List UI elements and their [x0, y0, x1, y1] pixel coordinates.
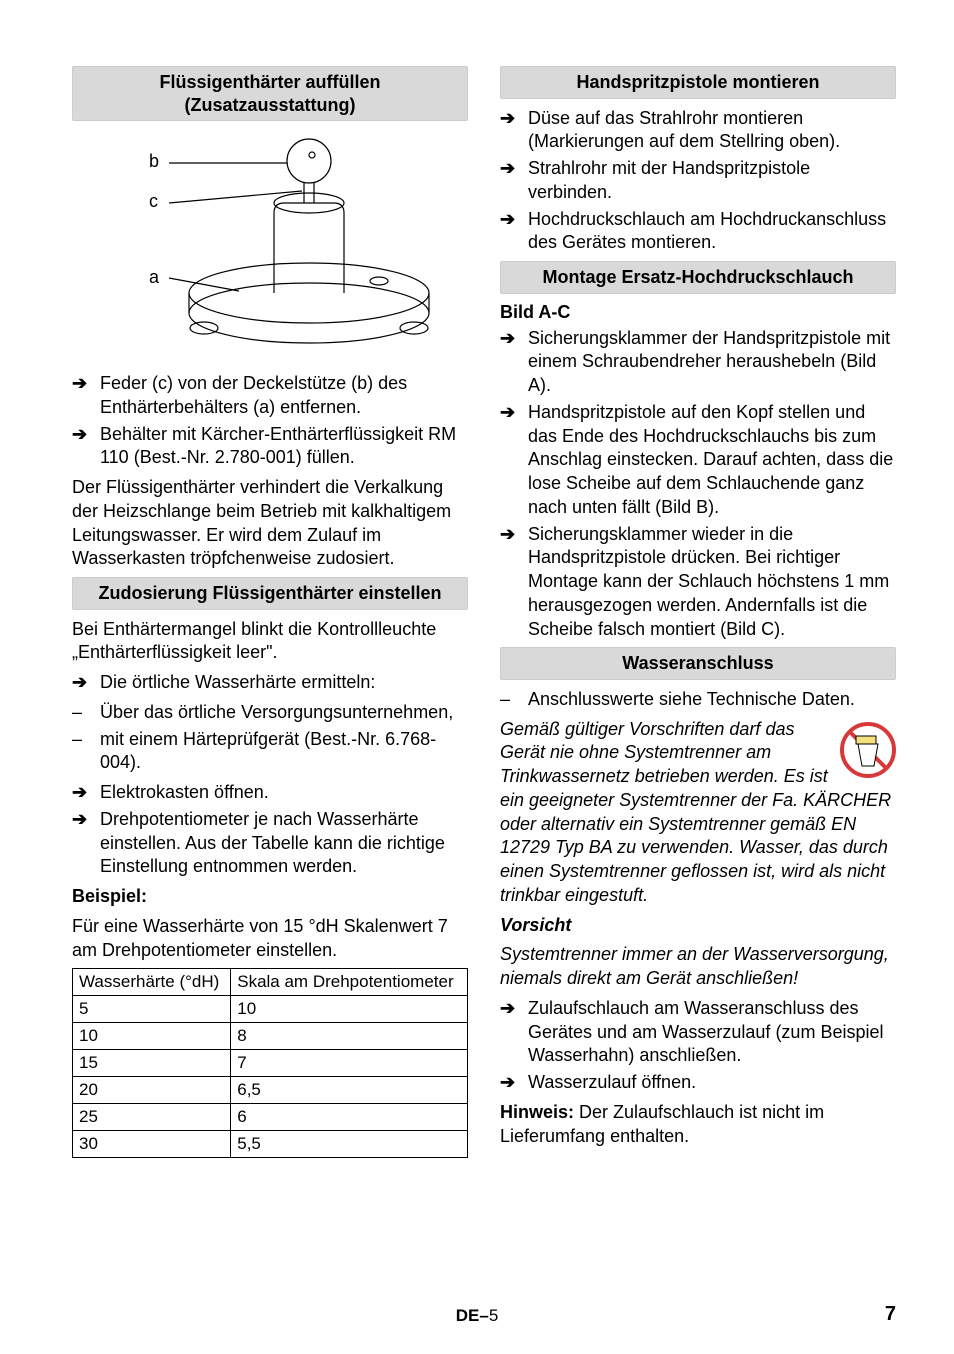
list-item: –Anschlusswerte siehe Technische Daten. — [500, 688, 896, 712]
list-item: ➔Drehpotentiometer je nach Wasserhärte e… — [72, 808, 468, 879]
water-connect-steps: ➔Zulaufschlauch am Wasseranschluss des G… — [500, 997, 896, 1095]
list-item: ➔Sicherungsklammer wieder in die Handspr… — [500, 523, 896, 642]
right-column: Handspritzpistole montieren ➔Düse auf da… — [500, 60, 896, 1158]
page-root: Flüssigenthärter auffüllen (Zusatzaussta… — [0, 0, 954, 1354]
table-row: Wasserhärte (°dH) Skala am Drehpotentiom… — [73, 969, 468, 996]
note-label: Hinweis: — [500, 1102, 579, 1122]
table-row: 305,5 — [73, 1131, 468, 1158]
figure-label: Bild A-C — [500, 302, 896, 323]
section-heading-replacement-hose: Montage Ersatz-Hochdruckschlauch — [500, 261, 896, 294]
list-item: ➔Düse auf das Strahlrohr montieren (Mark… — [500, 107, 896, 155]
dosing-step1: ➔Die örtliche Wasserhärte ermitteln: — [72, 671, 468, 695]
section-heading-water-connection: Wasseranschluss — [500, 647, 896, 680]
pistol-steps-list: ➔Düse auf das Strahlrohr montieren (Mark… — [500, 107, 896, 256]
arrow-right-icon: ➔ — [500, 997, 528, 1021]
list-item: ➔Elektrokasten öffnen. — [72, 781, 468, 805]
list-item: ➔Die örtliche Wasserhärte ermitteln: — [72, 671, 468, 695]
list-item: ➔Sicherungsklammer der Handspritzpistole… — [500, 327, 896, 398]
arrow-right-icon: ➔ — [72, 372, 100, 396]
water-warning-body: Gemäß gültiger Vorschriften darf das Ger… — [500, 719, 891, 905]
hose-steps-list: ➔Sicherungsklammer der Handspritzpistole… — [500, 327, 896, 642]
caution-label: Vorsicht — [500, 914, 896, 938]
section-heading-dosing: Zudosierung Flüssigenthärter einstellen — [72, 577, 468, 610]
table-header-scale: Skala am Drehpotentiometer — [231, 969, 468, 996]
hardness-sources-list: –Über das örtliche Versorgungsunternehme… — [72, 701, 468, 775]
dash-icon: – — [72, 701, 100, 725]
arrow-right-icon: ➔ — [72, 423, 100, 447]
hardness-table: Wasserhärte (°dH) Skala am Drehpotentiom… — [72, 968, 468, 1158]
list-item: ➔Wasserzulauf öffnen. — [500, 1071, 896, 1095]
arrow-right-icon: ➔ — [500, 327, 528, 351]
diagram-label-b: b — [149, 151, 159, 171]
dosing-intro: Bei Enthärtermangel blinkt die Kontrolll… — [72, 618, 468, 666]
table-row: 510 — [73, 996, 468, 1023]
diagram-label-a: a — [149, 267, 160, 287]
arrow-right-icon: ➔ — [500, 523, 528, 547]
section-heading-fill-softener: Flüssigenthärter auffüllen (Zusatzaussta… — [72, 66, 468, 121]
dash-icon: – — [500, 688, 528, 712]
list-item: ➔Feder (c) von der Deckelstütze (b) des … — [72, 372, 468, 420]
footer: DE – 5 — [0, 1306, 954, 1326]
two-column-layout: Flüssigenthärter auffüllen (Zusatzaussta… — [72, 60, 896, 1158]
diagram-svg: b c a — [109, 133, 449, 353]
list-item: ➔Handspritzpistole auf den Kopf stellen … — [500, 401, 896, 520]
left-column: Flüssigenthärter auffüllen (Zusatzaussta… — [72, 60, 468, 1158]
arrow-right-icon: ➔ — [500, 208, 528, 232]
softener-diagram: b c a — [72, 133, 468, 358]
dosing-steps-after: ➔Elektrokasten öffnen. ➔Drehpotentiomete… — [72, 781, 468, 879]
caution-text: Systemtrenner immer an der Wasserversorg… — [500, 943, 896, 991]
section-heading-pistol: Handspritzpistole montieren — [500, 66, 896, 99]
table-header-hardness: Wasserhärte (°dH) — [73, 969, 231, 996]
water-warning-text: Gemäß gültiger Vorschriften darf das Ger… — [500, 718, 896, 908]
water-specs-list: –Anschlusswerte siehe Technische Daten. — [500, 688, 896, 712]
table-row: 256 — [73, 1104, 468, 1131]
table-row: 206,5 — [73, 1077, 468, 1104]
list-item: ➔Behälter mit Kärcher-Enthärterflüssigke… — [72, 423, 468, 471]
list-item: ➔Zulaufschlauch am Wasseranschluss des G… — [500, 997, 896, 1068]
example-label: Beispiel: — [72, 885, 468, 909]
table-row: 108 — [73, 1023, 468, 1050]
list-item: ➔Hochdruckschlauch am Hochdruckanschluss… — [500, 208, 896, 256]
table-row: 157 — [73, 1050, 468, 1077]
arrow-right-icon: ➔ — [72, 781, 100, 805]
softener-description: Der Flüssigenthärter verhindert die Verk… — [72, 476, 468, 571]
dash-icon: – — [72, 728, 100, 752]
list-item: –Über das örtliche Versorgungsunternehme… — [72, 701, 468, 725]
list-item: ➔Strahlrohr mit der Handspritzpistole ve… — [500, 157, 896, 205]
example-text: Für eine Wasserhärte von 15 °dH Skalenwe… — [72, 915, 468, 963]
arrow-right-icon: ➔ — [72, 808, 100, 832]
page-number: 7 — [885, 1303, 896, 1326]
arrow-right-icon: ➔ — [500, 401, 528, 425]
arrow-right-icon: ➔ — [500, 157, 528, 181]
footer-dash: – — [479, 1306, 488, 1326]
footer-section-page: 5 — [489, 1306, 498, 1326]
note-line: Hinweis: Der Zulaufschlauch ist nicht im… — [500, 1101, 896, 1149]
list-item: –mit einem Härteprüfgerät (Best.-Nr. 6.7… — [72, 728, 468, 776]
no-drinking-water-icon — [840, 722, 896, 785]
arrow-right-icon: ➔ — [500, 1071, 528, 1095]
arrow-right-icon: ➔ — [72, 671, 100, 695]
diagram-label-c: c — [149, 191, 158, 211]
footer-lang: DE — [456, 1306, 480, 1326]
softener-steps-list: ➔Feder (c) von der Deckelstütze (b) des … — [72, 372, 468, 470]
arrow-right-icon: ➔ — [500, 107, 528, 131]
